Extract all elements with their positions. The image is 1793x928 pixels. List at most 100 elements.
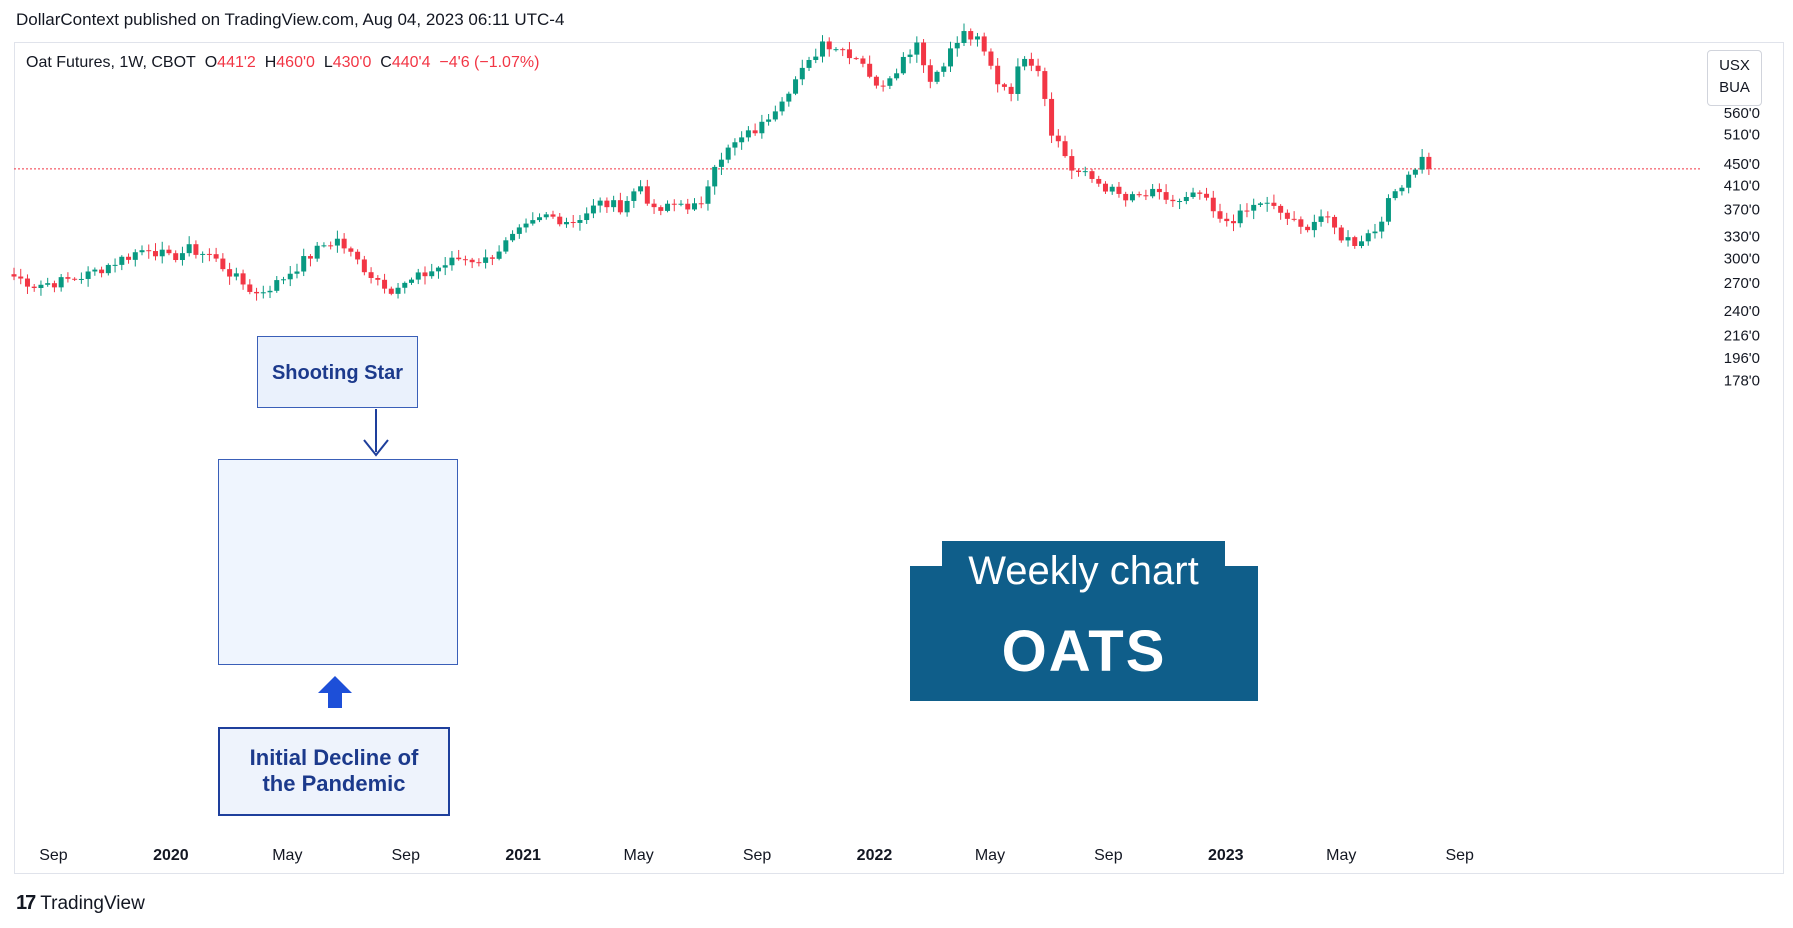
candle: [267, 285, 273, 299]
candle: [462, 255, 468, 266]
candle: [1089, 168, 1095, 183]
candle: [1049, 92, 1055, 144]
candle-body: [462, 259, 468, 261]
candle-body: [1150, 188, 1156, 197]
candle: [617, 192, 623, 215]
initial-decline-line-1: Initial Decline of: [249, 745, 419, 770]
candle-body: [31, 286, 37, 288]
candle: [846, 41, 852, 65]
candle-body: [260, 292, 266, 294]
footer-brand[interactable]: 17 TradingView: [16, 892, 145, 915]
candle-body: [638, 186, 644, 192]
candle-body: [1338, 227, 1344, 241]
candle-body: [65, 277, 71, 279]
candle-body: [1028, 58, 1034, 66]
candle: [206, 248, 212, 262]
candle-body: [348, 248, 354, 252]
candle-body: [1156, 188, 1162, 193]
candle: [678, 200, 684, 207]
candle: [213, 247, 219, 262]
candle: [260, 285, 266, 299]
candle-body: [712, 166, 718, 187]
candle: [1426, 152, 1432, 175]
candle: [1055, 129, 1061, 148]
candle: [1177, 198, 1183, 210]
candle: [200, 251, 206, 263]
candle: [584, 207, 590, 224]
candle-body: [1311, 221, 1317, 231]
badge-title: OATS: [1001, 619, 1167, 684]
candle: [779, 97, 785, 116]
candle-body: [941, 66, 947, 72]
initial-decline-line-2: the Pandemic: [262, 771, 406, 796]
candle-body: [570, 222, 576, 224]
candle: [1352, 235, 1358, 249]
unit-line-2: BUA: [1719, 79, 1750, 96]
candle: [570, 214, 576, 228]
candle: [658, 205, 664, 216]
candle-body: [550, 214, 556, 217]
open-value: 441'2: [217, 54, 256, 71]
candle: [186, 236, 192, 257]
candle: [442, 257, 448, 276]
candle-body: [173, 253, 179, 261]
candle-body: [1278, 205, 1284, 213]
candle: [543, 211, 549, 220]
candle-body: [1244, 210, 1250, 212]
candle-body: [1123, 193, 1129, 201]
candle-body: [1385, 198, 1391, 222]
candle-body: [974, 36, 980, 40]
candle: [853, 56, 859, 60]
candle: [476, 258, 482, 267]
candle-body: [1136, 194, 1142, 196]
unit-line-1: USX: [1719, 57, 1750, 74]
y-tick-label: 410'0: [1724, 178, 1760, 195]
published-byline: DollarContext published on TradingView.c…: [16, 10, 565, 29]
x-tick-label: May: [272, 847, 302, 864]
candle-body: [85, 271, 91, 279]
candle: [179, 246, 185, 266]
change-value: −4'6 (−1.07%): [439, 54, 540, 71]
initial-decline-callout: Initial Decline of the Pandemic: [218, 727, 450, 816]
candle: [18, 268, 24, 285]
candle: [1318, 209, 1324, 227]
candle: [671, 199, 677, 212]
pandemic-decline-region: [218, 459, 458, 665]
candle-body: [766, 119, 772, 122]
candle-body: [698, 203, 704, 205]
candle-body: [685, 203, 691, 210]
candle: [314, 241, 320, 262]
candle: [705, 180, 711, 211]
candle: [604, 197, 610, 213]
candle: [126, 253, 132, 264]
y-tick-label: 178'0: [1724, 373, 1760, 390]
candle: [597, 197, 603, 213]
candle: [691, 198, 697, 211]
candle: [557, 213, 563, 227]
candle-body: [24, 278, 30, 287]
candle: [1197, 190, 1203, 200]
candle-body: [611, 200, 617, 208]
candle-body: [146, 250, 152, 252]
candle-body: [442, 265, 448, 268]
candle-body: [1102, 183, 1108, 192]
candle: [638, 180, 644, 195]
candle-body: [1345, 237, 1351, 241]
candle: [173, 250, 179, 263]
candle-body: [1251, 204, 1257, 211]
candle-body: [732, 142, 738, 148]
candle-body: [355, 251, 361, 260]
candle: [382, 273, 388, 294]
candle: [1163, 184, 1169, 205]
candle-body: [388, 288, 394, 294]
unit-selector-button[interactable]: USX BUA: [1707, 50, 1762, 106]
candle-body: [1237, 210, 1243, 224]
candle-body: [1015, 66, 1021, 94]
candle-body: [584, 213, 590, 221]
candle-body: [604, 200, 610, 208]
candle: [826, 37, 832, 57]
candle-body: [240, 273, 246, 285]
candle: [1338, 225, 1344, 243]
candle: [1278, 204, 1284, 220]
